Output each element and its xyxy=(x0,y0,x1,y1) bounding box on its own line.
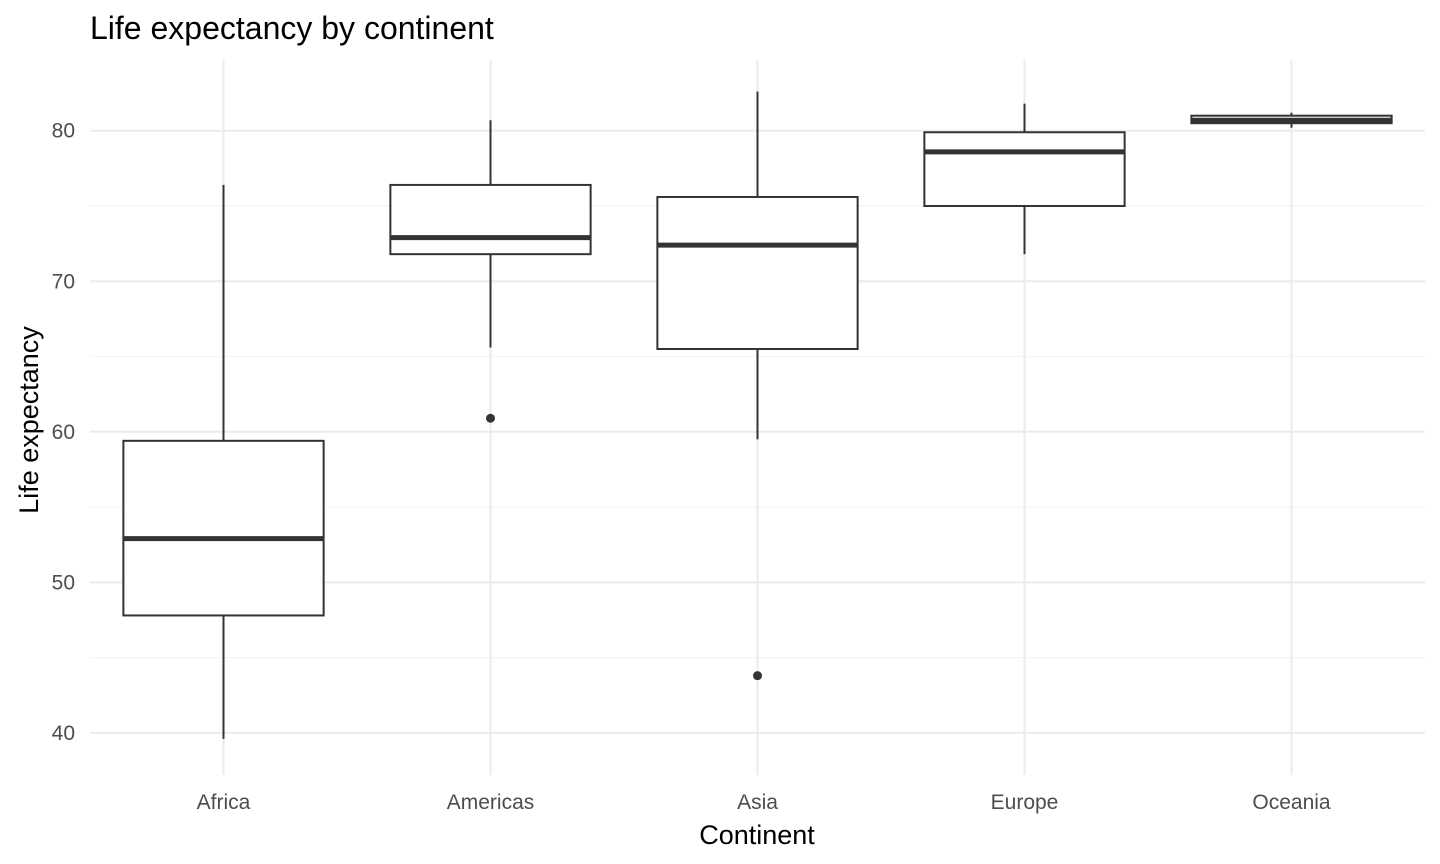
box-europe xyxy=(923,103,1126,255)
x-axis-title: Continent xyxy=(699,820,815,850)
y-axis-ticks: 40 50 60 70 80 xyxy=(52,120,75,745)
outlier-point xyxy=(753,671,762,681)
y-tick-label: 60 xyxy=(52,421,75,444)
y-axis-title: Life expectancy xyxy=(14,326,44,514)
x-tick-label: Africa xyxy=(197,791,251,814)
y-tick-label: 70 xyxy=(52,270,75,293)
x-tick-label: Europe xyxy=(991,791,1059,814)
boxes xyxy=(122,91,1393,739)
box-asia xyxy=(656,91,859,681)
chart-title: Life expectancy by continent xyxy=(90,10,494,46)
box-iqr xyxy=(656,195,859,351)
box-oceania xyxy=(1190,112,1393,128)
x-tick-label: Asia xyxy=(737,791,778,814)
box-africa xyxy=(122,184,325,739)
box-iqr xyxy=(389,183,592,256)
x-tick-label: Oceania xyxy=(1252,791,1331,814)
outlier-point xyxy=(486,413,495,423)
box-iqr xyxy=(923,131,1126,208)
box-americas xyxy=(389,120,592,423)
y-tick-label: 50 xyxy=(52,571,75,594)
y-tick-label: 80 xyxy=(52,120,75,143)
box-iqr xyxy=(122,439,325,617)
y-tick-label: 40 xyxy=(52,722,75,745)
x-tick-label: Americas xyxy=(447,791,535,814)
x-axis-ticks: Africa Americas Asia Europe Oceania xyxy=(197,791,1331,814)
